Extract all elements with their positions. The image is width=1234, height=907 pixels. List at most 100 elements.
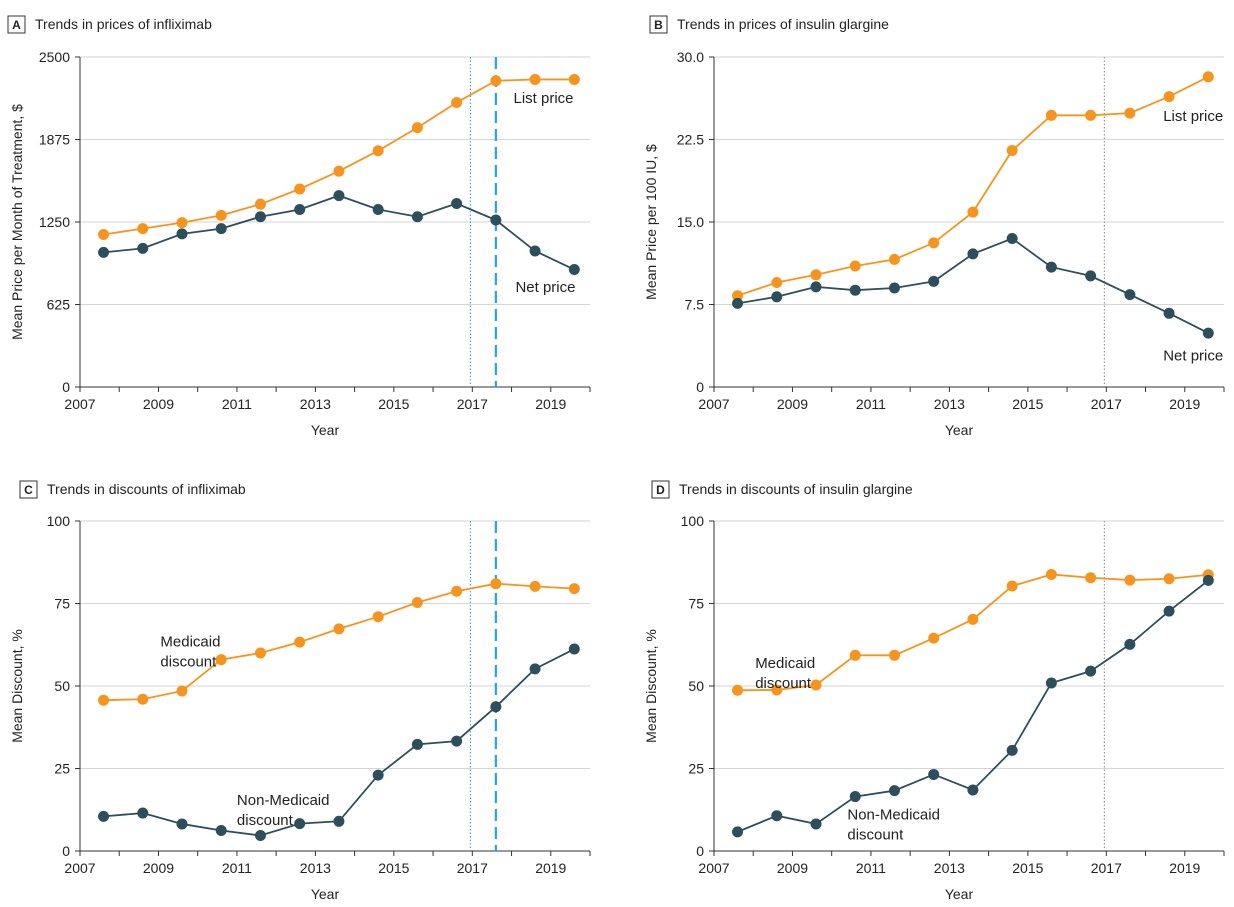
panel-d-series-navy-point bbox=[888, 785, 900, 797]
panel-d-series-orange-point bbox=[1124, 574, 1136, 586]
panel-d-series-orange-point bbox=[1045, 568, 1057, 580]
panel-d-series-orange-point bbox=[888, 649, 900, 661]
panel-c-series-navy-point bbox=[451, 735, 463, 747]
panel-d-ytick-label: 100 bbox=[681, 513, 705, 529]
panel-b-annotation-line: List price bbox=[1163, 108, 1223, 125]
panel-b-ytick-label: 7.5 bbox=[685, 297, 705, 313]
panel-a-series-navy-point bbox=[294, 203, 306, 215]
panel-c-series-orange-point bbox=[411, 597, 423, 609]
panel-b-series-navy-point bbox=[1045, 261, 1057, 273]
panel-b-ytick-label: 0 bbox=[696, 379, 704, 395]
panel-d-series-orange-line bbox=[737, 573, 1209, 692]
panel-c-xtick-label: 2007 bbox=[64, 860, 95, 876]
panel-d-letter-box bbox=[651, 480, 670, 499]
panel-b-series-orange-point bbox=[732, 290, 744, 302]
panel-a-series-navy-point bbox=[490, 214, 502, 226]
panel-b-series-navy-point bbox=[1085, 270, 1097, 282]
panel-a-xtick-label: 2019 bbox=[535, 396, 566, 412]
panel-a-series-navy-point bbox=[451, 198, 463, 210]
panel-d-series-navy-point bbox=[928, 768, 940, 780]
panel-a-series-navy-point bbox=[529, 245, 541, 257]
panel-a-series-navy-point bbox=[411, 211, 423, 223]
panel-c-annotation-line: discount bbox=[160, 653, 217, 670]
panel-a-series-navy-line bbox=[103, 194, 575, 271]
panel-c-series-navy-line bbox=[103, 648, 575, 837]
panel-c-series-navy-point bbox=[529, 663, 541, 675]
panel-c-annotation-line: discount bbox=[237, 812, 294, 829]
panel-a-ytick-label: 1875 bbox=[39, 132, 70, 148]
panel-d-series-navy-point bbox=[810, 818, 822, 830]
panel-a-series-orange-point bbox=[215, 209, 227, 221]
panel-c-xtick-label: 2019 bbox=[535, 860, 566, 876]
panel-d-ytick-label: 50 bbox=[688, 678, 704, 694]
panel-b-series-orange-point bbox=[771, 277, 783, 288]
panel-b-xtick-label: 2007 bbox=[698, 396, 729, 412]
panel-d-series-navy-point bbox=[1124, 638, 1136, 650]
panel-b-annotation: Net price bbox=[1163, 348, 1223, 365]
panel-d-series-navy-point bbox=[1045, 677, 1057, 689]
panel-c-ytick-label: 75 bbox=[54, 596, 70, 612]
panel-a-annotation-line: Net price bbox=[515, 279, 575, 296]
panel-b-ylabel: Mean Price per 100 IU, $ bbox=[643, 144, 659, 300]
panel-d-series-navy-point bbox=[1085, 665, 1097, 677]
panel-d-ytick-label: 0 bbox=[696, 843, 704, 859]
panel-c-series-navy-point bbox=[568, 643, 580, 655]
panel-c-ytick-label: 100 bbox=[47, 513, 71, 529]
panel-c-xtick-label: 2015 bbox=[378, 860, 409, 876]
panel-c-annotation-line: Non-Medicaid bbox=[237, 792, 330, 809]
panel-b-xtick-label: 2011 bbox=[856, 396, 886, 412]
panel-c-series-orange-point bbox=[254, 647, 266, 659]
panel-b-xlabel: Year bbox=[945, 422, 974, 438]
panel-c-title: Trends in discounts of infliximab bbox=[47, 481, 246, 497]
panel-a-series-orange-point bbox=[372, 145, 384, 157]
panel-c-series-orange-point bbox=[294, 636, 306, 648]
panel-a-annotation: Net price bbox=[515, 279, 575, 296]
panel-b: B Trends in prices of insulin glargine 0 7.… bbox=[643, 15, 1225, 438]
panel-b-series-orange-line bbox=[737, 75, 1209, 297]
panel-b-series-orange-point bbox=[967, 206, 979, 218]
panel-c-letter: C bbox=[24, 483, 33, 497]
panel-c-series-navy-point bbox=[411, 738, 423, 750]
panel-c-series-navy-point bbox=[254, 829, 266, 841]
panel-b-annotation: List price bbox=[1163, 108, 1223, 125]
panel-b-xtick-label: 2017 bbox=[1091, 396, 1122, 412]
panel-b-annotation-line: Net price bbox=[1163, 348, 1223, 365]
panel-a-series-orange-line bbox=[103, 78, 575, 236]
panel-d-series-navy-point bbox=[849, 791, 861, 803]
panel-d-ylabel: Mean Discount, % bbox=[643, 629, 659, 743]
panel-c-annotation: Medicaid discount bbox=[160, 633, 220, 670]
panel-c-xtick-label: 2009 bbox=[143, 860, 174, 876]
panel-d-annotation-line: Medicaid bbox=[755, 655, 815, 672]
panel-a-xtick-label: 2015 bbox=[378, 396, 409, 412]
panel-c-ytick-label: 50 bbox=[54, 678, 70, 694]
panel-b-title: Trends in prices of insulin glargine bbox=[677, 16, 889, 32]
panel-d-xtick-label: 2017 bbox=[1091, 860, 1122, 876]
panel-a-series-orange-point bbox=[98, 229, 110, 241]
panel-d-series-navy-point bbox=[967, 784, 979, 796]
panel-a-title: Trends in prices of infliximab bbox=[35, 16, 212, 32]
panel-a-xtick-label: 2011 bbox=[222, 396, 252, 412]
panel-a-series-navy-point bbox=[333, 190, 345, 202]
panel-c-series-orange-point bbox=[372, 611, 384, 623]
panel-d-annotation: Medicaid discount bbox=[755, 655, 815, 692]
panel-c-series-orange-point bbox=[529, 580, 541, 592]
panel-b-series-navy-point bbox=[849, 284, 861, 296]
panel-a-letter-box bbox=[7, 15, 26, 34]
panel-a-series-navy-point bbox=[137, 242, 149, 254]
panel-b-series-navy-point bbox=[1163, 307, 1175, 319]
panel-a-xtick-label: 2017 bbox=[457, 396, 488, 412]
panel-a-series-orange-point bbox=[451, 97, 463, 109]
panel-b-series-navy-point bbox=[1124, 289, 1136, 301]
panel-a-series-orange-point bbox=[568, 73, 580, 85]
panel-b-series-navy-point bbox=[1202, 327, 1214, 339]
panel-c-annotation: Non-Medicaid discount bbox=[237, 792, 330, 829]
panel-a-series-navy-point bbox=[98, 246, 110, 258]
panel-d-series-navy-point bbox=[732, 826, 744, 838]
panel-a-series-orange-point bbox=[411, 122, 423, 134]
panel-d-series-orange-point bbox=[810, 679, 822, 691]
panel-d-series-orange-point bbox=[1163, 573, 1175, 585]
panel-c-xtick-label: 2017 bbox=[457, 860, 488, 876]
panel-c-series-navy-point bbox=[98, 810, 110, 822]
panel-d-series-orange-point bbox=[928, 632, 940, 644]
panel-b-xtick-label: 2013 bbox=[934, 396, 965, 412]
